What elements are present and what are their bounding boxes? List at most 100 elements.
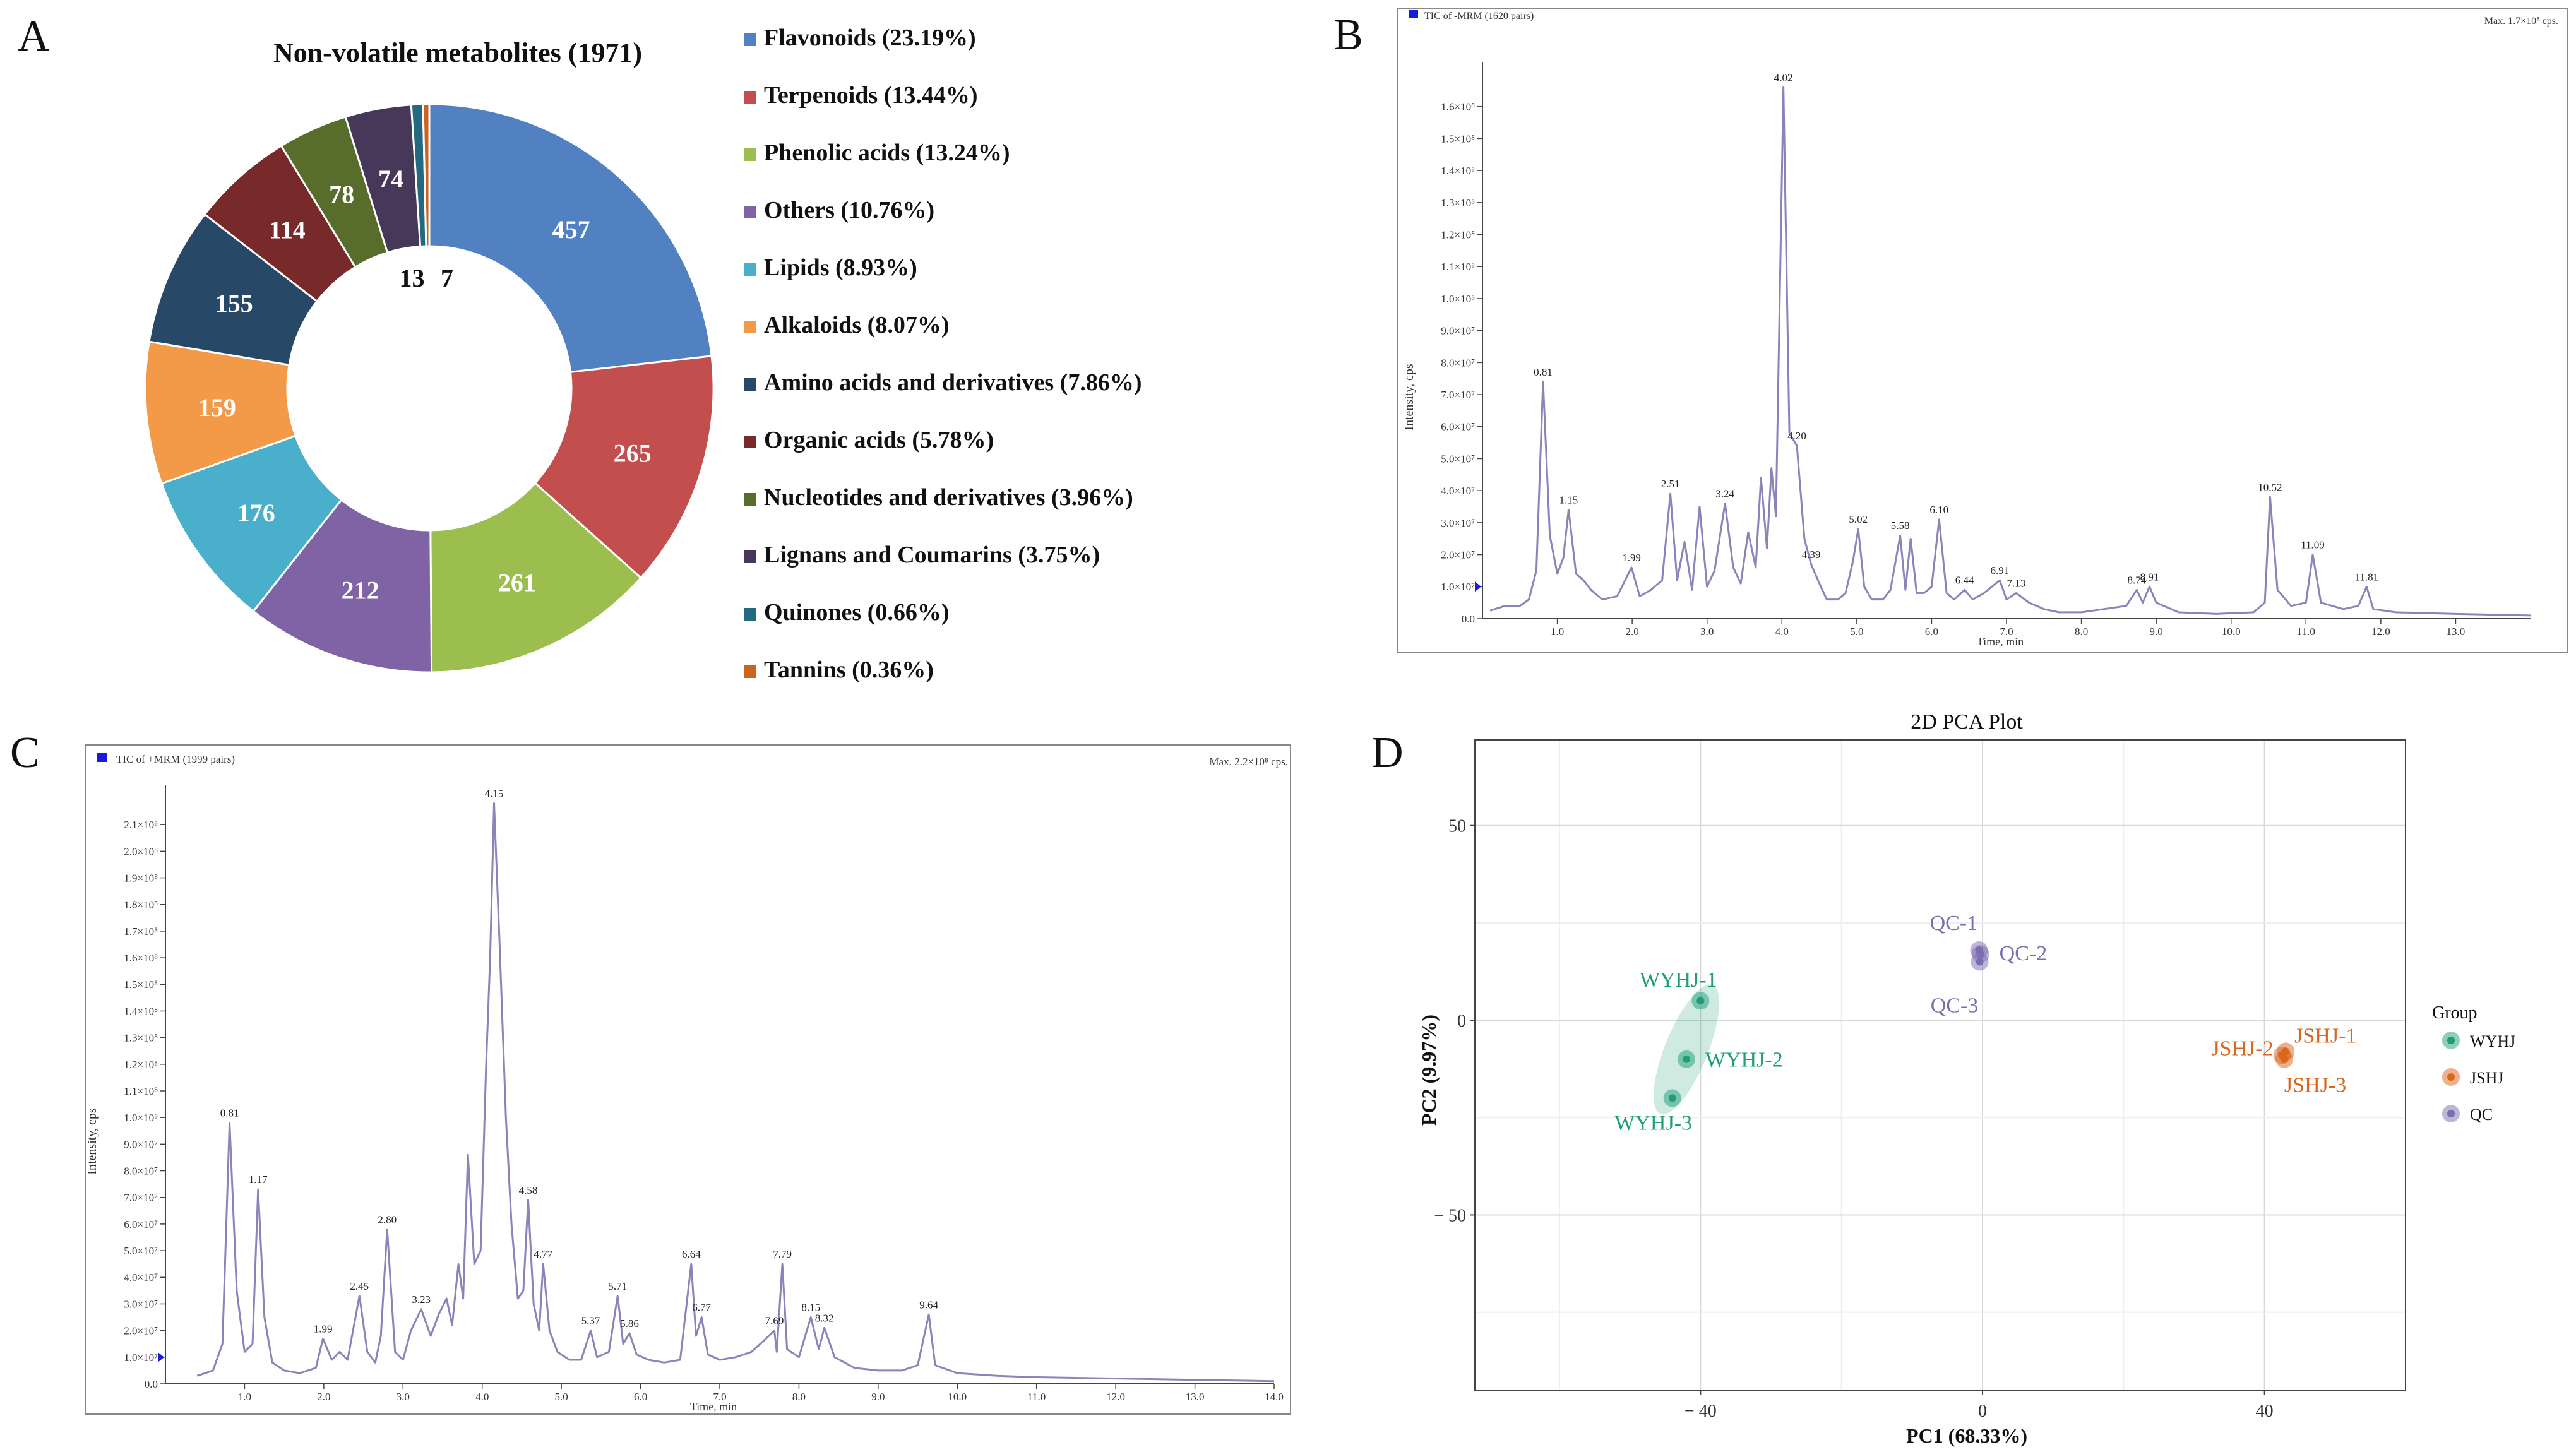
donut-value-label: 265: [614, 439, 652, 467]
y-tick-label: 6.0×10⁷: [124, 1218, 158, 1230]
donut-legend: Flavonoids (23.19%) Terpenoids (13.44%) Ph…: [744, 25, 1142, 683]
donut-value-label: 176: [237, 499, 275, 527]
pca-legend: Group WYHJ JSHJ QC: [2432, 1003, 2515, 1124]
legend-marker: [2447, 1037, 2455, 1044]
x-tick-label: 40: [2256, 1401, 2274, 1421]
x-tick-label: − 40: [1685, 1401, 1717, 1421]
peak-label: 3.23: [412, 1294, 431, 1306]
tic-negative-trace: [1489, 86, 2531, 617]
peak-label: 11.09: [2301, 539, 2325, 551]
legend-label: JSHJ: [2470, 1069, 2503, 1087]
x-tick-label: 6.0: [1925, 626, 1938, 638]
donut-title: Non-volatile metabolites (1971): [273, 37, 642, 68]
x-tick-label: 4.0: [475, 1391, 489, 1403]
peak-label: 6.77: [692, 1302, 711, 1314]
legend-label-7: Organic acids (5.78%): [764, 427, 994, 453]
y-tick-label: 1.4×10⁸: [1441, 165, 1475, 177]
peak-label: 2.80: [378, 1213, 397, 1225]
panel-label-a: A: [18, 12, 50, 61]
x-tick-label: 1.0: [1551, 626, 1564, 638]
pca-point-label: QC-1: [1930, 912, 1978, 935]
legend-label-2: Phenolic acids (13.24%): [764, 140, 1010, 166]
x-tick-label: 9.0: [871, 1391, 885, 1403]
x-tick-label: 5.0: [1850, 626, 1863, 638]
y-tick-label: 5.0×10⁷: [124, 1245, 158, 1257]
donut-slice-11: [422, 103, 431, 247]
x-tick-label: 12.0: [1106, 1391, 1125, 1403]
peak-label: 4.77: [534, 1248, 552, 1260]
donut-value-label: 13: [399, 264, 424, 292]
panel-label-d: D: [1371, 729, 1404, 777]
peak-label: 1.99: [1622, 552, 1641, 564]
tic-negative-panel: TIC of -MRM (1620 pairs) Max. 1.7×10⁸ cp…: [1397, 8, 2568, 653]
pca-point-label: WYHJ-3: [1614, 1111, 1692, 1134]
pca-legend-title: Group: [2432, 1003, 2478, 1023]
legend-marker: [2447, 1110, 2455, 1117]
peak-label: 5.86: [620, 1318, 639, 1330]
y-tick-label: 1.0×10⁷: [124, 1352, 158, 1364]
legend-label-10: Quinones (0.66%): [764, 599, 949, 626]
donut-value-label: 74: [378, 165, 403, 193]
x-tick-label: 10.0: [2222, 626, 2241, 638]
x-tick-label: 14.0: [1265, 1391, 1284, 1403]
tic-negative-axes: 1.0 2.0 3.0 4.0 5.0 6.0 7.0 8.0 9.0 10.0 11.0 12.0 1…: [1402, 62, 2531, 648]
y-tick-label: 1.9×10⁸: [124, 872, 158, 884]
y-tick-label: 2.0×10⁷: [124, 1325, 158, 1337]
y-tick-label: 1.8×10⁸: [124, 899, 158, 911]
peak-label: 6.10: [1929, 504, 1948, 516]
x-tick-label: 12.0: [2371, 626, 2390, 638]
donut-slice-2: [429, 482, 643, 674]
y-tick-label: 0.0: [1462, 613, 1475, 625]
tic-positive-panel: TIC of +MRM (1999 pairs) Max. 2.2×10⁸ cp…: [85, 744, 1291, 1415]
legend-label-1: Terpenoids (13.44%): [764, 82, 978, 109]
peak-label: 4.39: [1802, 549, 1821, 561]
y-tick-label: 4.0×10⁷: [124, 1271, 158, 1283]
tic-trace-line: [1489, 86, 2531, 617]
legend-label-4: Lipids (8.93%): [764, 254, 917, 281]
legend-label-8: Nucleotides and derivatives (3.96%): [764, 484, 1133, 511]
y-tick-label: 7.0×10⁷: [1441, 389, 1475, 401]
peak-label: 5.37: [581, 1315, 600, 1327]
peak-label: 8.15: [801, 1302, 820, 1314]
peak-label: 5.02: [1849, 513, 1868, 525]
tic-positive-title: TIC of +MRM (1999 pairs): [116, 753, 235, 765]
legend-swatch-11: [744, 665, 756, 678]
y-marker-icon: [158, 1352, 164, 1362]
tic-negative-title-marker: [1409, 10, 1418, 18]
y-tick-label: 6.0×10⁷: [1441, 421, 1475, 433]
x-tick-label: 7.0: [2000, 626, 2013, 638]
y-tick-label: 8.0×10⁷: [124, 1165, 158, 1177]
peak-label: 1.15: [1559, 494, 1578, 506]
peak-label: 7.13: [2007, 577, 2026, 589]
x-tick-label: 8.0: [792, 1391, 806, 1403]
pca-plot-area: − 40 0 40 − 50 0 50 WYHJ-1 WYHJ-2 WYHJ-3 JSHJ-1 JS…: [1434, 739, 2406, 1421]
peak-label: 5.58: [1891, 520, 1910, 532]
peak-label: 4.20: [1787, 430, 1806, 442]
donut-value-label: 114: [269, 216, 306, 244]
x-tick-label: 13.0: [1186, 1391, 1205, 1403]
y-tick-label: 3.0×10⁷: [1441, 517, 1475, 529]
y-tick-label: 1.0×10⁸: [1441, 293, 1475, 305]
donut-value-label: 155: [215, 289, 253, 318]
legend-swatch-6: [744, 378, 756, 391]
pca-point: [1683, 1055, 1690, 1063]
donut-value-label: 457: [552, 215, 590, 244]
donut-slices: 457 265 261 212 176 159 155 114 78 74 13 7: [144, 103, 715, 674]
x-tick-label: 10.0: [948, 1391, 967, 1403]
y-tick-label: 1.7×10⁸: [124, 925, 158, 937]
peak-label: 4.58: [519, 1184, 538, 1196]
x-tick-label: 0: [1978, 1401, 1987, 1421]
x-tick-label: 13.0: [2447, 626, 2466, 638]
peak-label: 9.64: [919, 1299, 938, 1311]
x-tick-label: 8.0: [2075, 626, 2088, 638]
pca-y-label: PC2 (9.97%): [1417, 1015, 1440, 1126]
legend-label-0: Flavonoids (23.19%): [764, 25, 976, 51]
pca-point-label: QC-2: [2000, 942, 2048, 965]
legend-label: WYHJ: [2470, 1032, 2515, 1050]
donut-value-label: 261: [498, 569, 536, 597]
x-tick-label: 4.0: [1775, 626, 1789, 638]
x-tick-label: 11.0: [1027, 1391, 1046, 1403]
pca-point-label: QC-3: [1931, 994, 1979, 1018]
legend-swatch-1: [744, 91, 756, 104]
